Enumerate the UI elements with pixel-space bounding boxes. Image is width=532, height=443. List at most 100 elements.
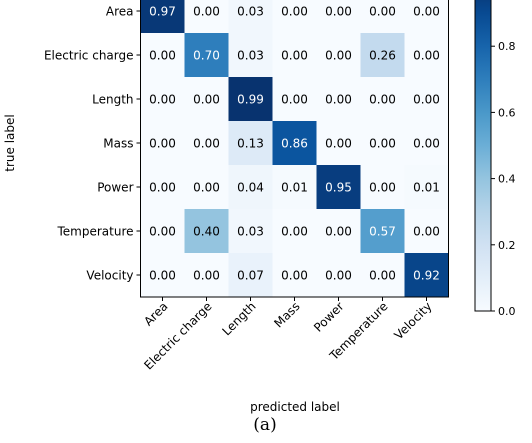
- colorbar-tick-label: 0.0: [498, 305, 516, 318]
- cell-value-label: 0.03: [237, 225, 264, 239]
- heatmap-cell: [184, 33, 229, 78]
- y-tick-label: Electric charge: [44, 49, 134, 63]
- cell-value-label: 0.95: [325, 181, 352, 195]
- cell-value-label: 0.00: [413, 137, 440, 151]
- heatmap-cell: [184, 0, 229, 34]
- cell-value-label: 0.00: [193, 181, 220, 195]
- heatmap-cell: [360, 165, 405, 210]
- cell-value-label: 0.00: [325, 93, 352, 107]
- cell-value-label: 0.01: [281, 181, 308, 195]
- cell-value-label: 0.86: [281, 137, 308, 151]
- cell-value-label: 0.00: [281, 93, 308, 107]
- cell-value-label: 0.00: [325, 5, 352, 19]
- cell-value-label: 0.70: [193, 49, 220, 63]
- y-tick-label: Length: [92, 93, 133, 107]
- y-tick-label: Velocity: [86, 269, 133, 283]
- heatmap-cell: [272, 77, 317, 122]
- x-axis-label: predicted label: [250, 400, 340, 414]
- heatmap-cell: [140, 165, 185, 210]
- cell-value-label: 0.03: [237, 49, 264, 63]
- colorbar-tick-label: 0.2: [498, 239, 516, 252]
- heatmap-cell: [228, 209, 273, 254]
- cell-value-label: 0.00: [281, 5, 308, 19]
- cell-value-label: 0.00: [369, 269, 396, 283]
- cell-value-label: 0.26: [369, 49, 396, 63]
- heatmap-cell: [316, 209, 361, 254]
- y-tick-label: Mass: [103, 137, 133, 151]
- heatmap-cell: [140, 0, 185, 34]
- heatmap-cell: [184, 165, 229, 210]
- heatmap-cell: [184, 253, 229, 298]
- heatmap-cell: [228, 165, 273, 210]
- colorbar: 0.0 0.2 0.4 0.6 0.8: [474, 0, 516, 318]
- heatmap-cell: [272, 165, 317, 210]
- heatmap-cell: [316, 253, 361, 298]
- y-tick-label: Temperature: [56, 225, 133, 239]
- heatmap-cell: [360, 77, 405, 122]
- cell-value-label: 0.00: [193, 269, 220, 283]
- heatmap-cell: [404, 0, 449, 34]
- cell-value-label: 0.00: [281, 225, 308, 239]
- cell-value-label: 0.00: [325, 137, 352, 151]
- heatmap-cell: [228, 33, 273, 78]
- heatmap-cell: [272, 121, 317, 166]
- cell-value-label: 0.00: [369, 5, 396, 19]
- cell-value-label: 0.00: [413, 93, 440, 107]
- heatmap-cell: [184, 77, 229, 122]
- cell-value-label: 0.00: [149, 225, 176, 239]
- cell-value-label: 0.57: [369, 225, 396, 239]
- colorbar-gradient: [474, 0, 492, 312]
- cell-value-label: 0.97: [149, 5, 176, 19]
- heatmap-cell: [228, 121, 273, 166]
- cell-value-label: 0.00: [193, 137, 220, 151]
- cell-value-label: 0.00: [281, 269, 308, 283]
- heatmap-cell: [404, 209, 449, 254]
- figure-caption: (a): [253, 415, 276, 435]
- heatmap-cell: [184, 121, 229, 166]
- heatmap-cell: [228, 0, 273, 34]
- cell-value-label: 0.00: [193, 93, 220, 107]
- x-tick-label: Velocity: [391, 299, 434, 342]
- cell-value-label: 0.00: [413, 49, 440, 63]
- cell-value-label: 0.99: [237, 93, 264, 107]
- y-tick-label: Area: [106, 5, 134, 19]
- heatmap-cell: [404, 77, 449, 122]
- heatmap-cell: [404, 121, 449, 166]
- cell-value-label: 0.00: [325, 225, 352, 239]
- cell-value-label: 0.00: [149, 93, 176, 107]
- cell-value-label: 0.03: [237, 5, 264, 19]
- cell-value-label: 0.01: [413, 181, 440, 195]
- heatmap-cell: [360, 0, 405, 34]
- heatmap-cell: [228, 253, 273, 298]
- cell-value-label: 0.00: [369, 93, 396, 107]
- heatmap-cell: [360, 121, 405, 166]
- cell-value-label: 0.00: [193, 5, 220, 19]
- heatmap-cell: [316, 165, 361, 210]
- heatmap-cell: [140, 121, 185, 166]
- heatmap-cell: [360, 209, 405, 254]
- heatmap-cell: [140, 33, 185, 78]
- cell-value-label: 0.00: [149, 137, 176, 151]
- cell-value-label: 0.13: [237, 137, 264, 151]
- colorbar-tick-label: 0.4: [498, 173, 516, 186]
- heatmap-cell: [316, 33, 361, 78]
- heatmap-cells: 0.97 0.00 0.03 0.00 0.00 0.00 0.00 0.00 0.70 0.03…: [140, 0, 449, 298]
- heatmap-cell: [404, 33, 449, 78]
- heatmap-cell: [360, 253, 405, 298]
- heatmap-cell: [316, 0, 361, 34]
- y-axis-label: true label: [3, 114, 17, 171]
- cell-value-label: 0.92: [413, 269, 440, 283]
- heatmap-cell: [272, 33, 317, 78]
- cell-value-label: 0.00: [149, 49, 176, 63]
- cell-value-label: 0.00: [281, 49, 308, 63]
- cell-value-label: 0.00: [149, 269, 176, 283]
- heatmap-cell: [272, 209, 317, 254]
- heatmap-cell: [228, 77, 273, 122]
- heatmap-cell: [316, 121, 361, 166]
- cell-value-label: 0.00: [369, 137, 396, 151]
- heatmap-cell: [272, 0, 317, 34]
- heatmap-cell: [404, 165, 449, 210]
- cell-value-label: 0.00: [325, 49, 352, 63]
- heatmap-cell: [184, 209, 229, 254]
